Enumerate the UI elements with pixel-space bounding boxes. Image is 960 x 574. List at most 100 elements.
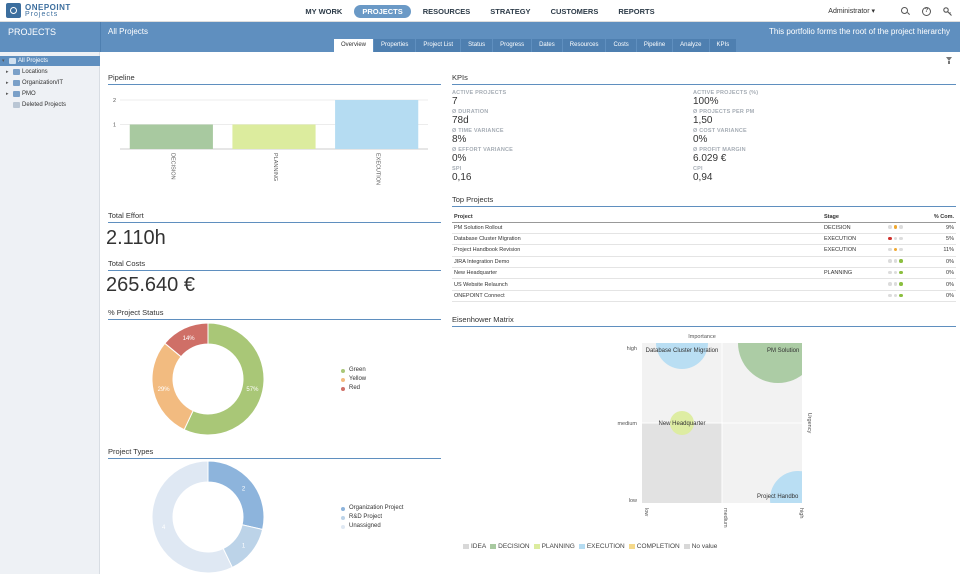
column-header-stage[interactable]: Stage <box>822 212 886 223</box>
tab-costs[interactable]: Costs <box>606 39 636 52</box>
project-name-cell[interactable]: PM Solution Rollout <box>452 222 822 234</box>
legend-item-no-value: No value <box>683 543 717 550</box>
bar-decision[interactable] <box>129 124 213 150</box>
legend-swatch <box>683 544 690 549</box>
tab-dates[interactable]: Dates <box>532 39 562 52</box>
slice-green[interactable] <box>183 322 265 436</box>
table-row[interactable]: Project Handbook Revision EXECUTION 11% <box>452 244 956 257</box>
tree-item-label: All Projects <box>18 58 49 64</box>
tree-expand-icon[interactable]: ▸ <box>6 69 9 75</box>
slice-unassigned[interactable] <box>151 461 233 574</box>
project-name-cell[interactable]: Database Cluster Migration <box>452 233 822 246</box>
nav-projects[interactable]: PROJECTS <box>354 4 411 18</box>
tree-item-locations[interactable]: ▸ Locations <box>0 67 100 77</box>
status-dot-red-icon <box>888 270 892 275</box>
tab-status[interactable]: Status <box>461 39 493 52</box>
page-description: This portfolio forms the root of the pro… <box>769 27 950 36</box>
project-name-cell[interactable]: ONEPOINT Connect <box>452 290 822 303</box>
bubble-new-headquarter[interactable] <box>670 411 694 435</box>
tab-resources[interactable]: Resources <box>562 39 606 52</box>
complete-cell: 5% <box>916 233 956 246</box>
nav-reports[interactable]: REPORTS <box>618 6 655 16</box>
tab-project-list[interactable]: Project List <box>416 39 461 52</box>
project-name-cell[interactable]: New Headquarter <box>452 267 822 280</box>
tree-expand-icon[interactable]: ▸ <box>6 91 9 97</box>
bubble-database-cluster-migration[interactable] <box>656 330 708 369</box>
user-menu[interactable]: Administrator ▾ <box>828 8 875 15</box>
kpi-value: 6.029 € <box>693 153 727 164</box>
table-row[interactable]: New Headquarter PLANNING 0% <box>452 267 956 280</box>
slice-organization-project[interactable] <box>207 461 265 531</box>
status-dot-yellow-icon <box>893 270 897 275</box>
project-name-cell[interactable]: JIRA Integration Demo <box>452 256 822 269</box>
legend-item-unassigned: Unassigned <box>341 522 403 531</box>
nav-strategy[interactable]: STRATEGY <box>490 6 531 16</box>
status-dot-yellow-icon <box>893 282 897 286</box>
search-icon[interactable] <box>901 6 910 16</box>
column-header-project[interactable]: Project <box>452 212 822 223</box>
kpi-label: SPI <box>452 166 462 172</box>
help-icon[interactable]: ? <box>922 6 931 16</box>
slice-label: 2 <box>242 487 246 493</box>
column-header-complete[interactable]: % Com. <box>916 212 956 223</box>
slice-red[interactable] <box>164 322 209 358</box>
status-dot-red-icon <box>888 247 892 252</box>
bubble-label: New Headquarter <box>658 421 705 427</box>
tree-item-organization-it[interactable]: ▸ Organization/IT <box>0 78 100 88</box>
kpi-value: 0% <box>452 153 467 164</box>
status-dot-green-icon <box>899 225 903 229</box>
stage-cell: EXECUTION <box>822 244 886 257</box>
table-row[interactable]: US Website Relaunch 0% <box>452 278 956 291</box>
project-name-cell[interactable]: US Website Relaunch <box>452 278 822 291</box>
bubble-pm-solution[interactable] <box>738 330 818 383</box>
bar-execution[interactable] <box>335 100 419 149</box>
y-tick-label: high <box>627 346 637 352</box>
status-dot-yellow-icon <box>893 225 897 229</box>
x-axis-label: Urgency <box>806 413 812 434</box>
tree-expand-icon[interactable]: ▾ <box>2 58 5 64</box>
traffic-light-cell <box>886 244 916 257</box>
header-divider <box>100 22 101 52</box>
brand-logo[interactable]: ONEPOINT Projects <box>6 3 71 18</box>
y-tick-label: 2 <box>113 98 116 104</box>
column-header-status <box>886 212 916 223</box>
table-row[interactable]: JIRA Integration Demo 0% <box>452 256 956 269</box>
nav-resources[interactable]: RESOURCES <box>422 6 471 16</box>
tab-kpis[interactable]: KPIs <box>709 39 737 52</box>
legend-swatch <box>628 544 635 549</box>
tab-progress[interactable]: Progress <box>493 39 532 52</box>
table-row[interactable]: Database Cluster Migration EXECUTION 5% <box>452 233 956 246</box>
y-tick-label: 1 <box>113 123 116 129</box>
brand-name: ONEPOINT <box>25 2 71 12</box>
table-row[interactable]: ONEPOINT Connect 0% <box>452 290 956 303</box>
bubble-project-handbo[interactable] <box>770 471 820 527</box>
status-dot-green-icon <box>899 293 903 298</box>
key-icon[interactable] <box>943 6 952 16</box>
stage-cell: PLANNING <box>822 267 886 280</box>
pipeline-chart: 1 2 DECISION PLANNING EXECUTION <box>113 98 428 185</box>
total-effort-value: 2.110h <box>106 227 166 249</box>
tab-properties[interactable]: Properties <box>374 39 416 52</box>
complete-cell: 0% <box>916 267 956 280</box>
tree-item-pmo[interactable]: ▸ PMO <box>0 89 100 99</box>
bar-planning[interactable] <box>232 124 316 150</box>
tree-expand-icon[interactable]: ▸ <box>6 80 9 86</box>
project-name-cell[interactable]: Project Handbook Revision <box>452 244 822 257</box>
section-title: PROJECTS <box>8 27 57 37</box>
legend-swatch <box>341 515 345 520</box>
tab-analyze[interactable]: Analyze <box>673 39 709 52</box>
tab-overview[interactable]: Overview <box>334 39 374 52</box>
bubble-label: PM Solution <box>767 348 799 354</box>
traffic-light-cell <box>886 278 916 291</box>
x-tick-label: PLANNING <box>272 153 278 181</box>
nav-customers[interactable]: CUSTOMERS <box>550 6 599 16</box>
tree-item-deleted-projects[interactable]: Deleted Projects <box>0 100 100 110</box>
legend-swatch <box>578 544 585 549</box>
nav-my-work[interactable]: MY WORK <box>305 6 343 16</box>
tree-item-all-projects[interactable]: ▾ All Projects <box>0 56 100 66</box>
table-row[interactable]: PM Solution Rollout DECISION 9% <box>452 222 956 234</box>
kpi-label: Ø COST VARIANCE <box>693 128 747 134</box>
legend-swatch <box>341 377 345 382</box>
tab-pipeline[interactable]: Pipeline <box>636 39 673 52</box>
filter-icon[interactable] <box>946 57 952 64</box>
